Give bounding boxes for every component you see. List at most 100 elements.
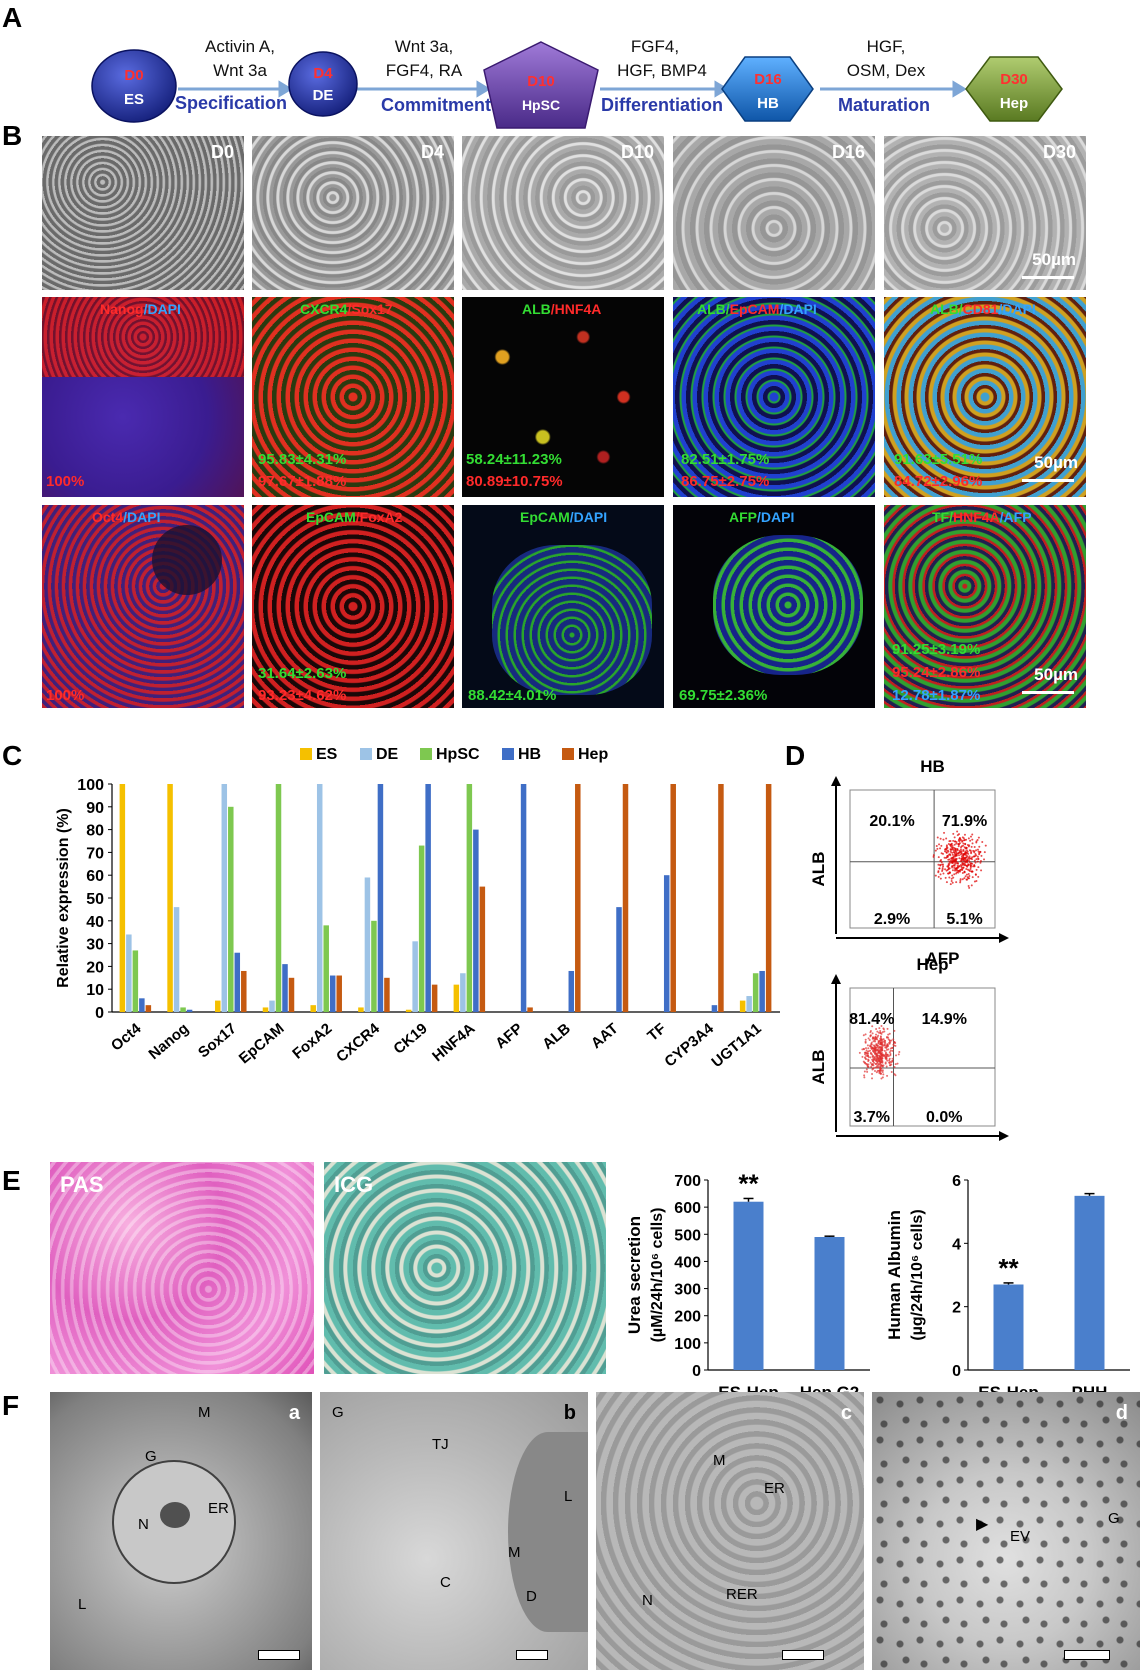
y-axis-label-units: (µg/24h/10⁶ cells) bbox=[909, 1209, 926, 1340]
fluor-alb-hnf4a: ALB/HNF4A 58.24±11.23% 80.89±10.75% bbox=[462, 297, 664, 497]
bar bbox=[126, 934, 132, 1012]
bar bbox=[453, 984, 460, 1012]
stage-name: HpSC bbox=[522, 97, 560, 113]
bar bbox=[527, 1007, 533, 1012]
stage-name: HB bbox=[757, 95, 779, 112]
bar bbox=[460, 973, 466, 1012]
arrow-up-icon bbox=[831, 974, 841, 984]
bar bbox=[670, 784, 676, 1012]
bar bbox=[412, 941, 418, 1012]
x-tick-label: CXCR4 bbox=[333, 1020, 383, 1066]
factors: FGF4, bbox=[631, 37, 679, 56]
x-tick-label: UGT1A1 bbox=[708, 1020, 764, 1071]
bar bbox=[288, 977, 295, 1012]
panel-letter-a: A bbox=[2, 2, 23, 33]
stage-day: D4 bbox=[313, 65, 333, 82]
y-tick-label: 0 bbox=[692, 1363, 701, 1380]
y-axis-label: ALB bbox=[809, 852, 828, 887]
x-tick-label: AAT bbox=[588, 1020, 622, 1052]
legend-label: Hep bbox=[578, 746, 608, 763]
bar bbox=[228, 806, 234, 1012]
y-tick-label: 60 bbox=[86, 868, 104, 885]
bar bbox=[733, 1201, 764, 1370]
scale-bar-label: 50µm bbox=[1032, 250, 1076, 269]
bar bbox=[167, 784, 173, 1012]
x-tick-label: Nanog bbox=[145, 1020, 192, 1063]
bar bbox=[371, 920, 377, 1012]
dot-cloud bbox=[932, 830, 987, 889]
y-tick-label: 90 bbox=[86, 800, 104, 817]
bar bbox=[431, 984, 438, 1012]
bar bbox=[186, 1009, 193, 1012]
y-tick-label: 80 bbox=[86, 823, 104, 840]
factors: HGF, bbox=[867, 37, 906, 56]
bar bbox=[520, 784, 527, 1012]
em-image-d: d ▶ EV G bbox=[872, 1392, 1140, 1670]
legend-label: ES bbox=[316, 746, 338, 763]
phase-image-d10: D10 bbox=[462, 136, 664, 290]
fluor-oct4-dapi: Oct4/DAPI 100% bbox=[42, 505, 244, 708]
bar bbox=[262, 1007, 269, 1012]
bar bbox=[336, 975, 342, 1012]
fluor-afp-dapi: AFP/DAPI 69.75±2.36% bbox=[673, 505, 875, 708]
phase-image-d4: D4 bbox=[252, 136, 454, 290]
y-axis-label-units: (µM/24h/10⁶ cells) bbox=[649, 1208, 666, 1343]
bar bbox=[739, 1000, 746, 1012]
stage-de-shape bbox=[288, 51, 358, 117]
factors: Wnt 3a bbox=[213, 61, 267, 80]
quadrant-ul: 81.4% bbox=[849, 1011, 894, 1028]
stage-name: Hep bbox=[1000, 95, 1028, 112]
quadrant-ur: 71.9% bbox=[942, 813, 987, 830]
x-tick-label: Sox17 bbox=[195, 1020, 240, 1061]
y-tick-label: 500 bbox=[674, 1227, 701, 1244]
dot-cloud bbox=[858, 1024, 901, 1080]
fluor-cxcr4-sox17: CXCR4/Sox17 95.83±4.31% 97.67±1.88% bbox=[252, 297, 454, 497]
quadrant-ul: 20.1% bbox=[869, 813, 914, 830]
flow-plot-area bbox=[849, 987, 996, 1127]
arrow-up-icon bbox=[831, 776, 841, 786]
y-tick-label: 30 bbox=[86, 937, 104, 954]
arrow-right-icon bbox=[999, 1131, 1009, 1141]
factors: OSM, Dex bbox=[847, 61, 926, 80]
pas-stain-image: PAS bbox=[50, 1162, 314, 1374]
bar bbox=[663, 875, 670, 1012]
y-tick-label: 0 bbox=[952, 1363, 961, 1380]
x-axis-label: AFP bbox=[926, 949, 960, 968]
x-tick-label: Oct4 bbox=[108, 1020, 145, 1055]
fluor-alb-cd81-dapi: ALB/CD81/DAPI 91.63±5.51% 84.72±2.96% 50… bbox=[884, 297, 1086, 497]
process-label: Commitment bbox=[381, 95, 491, 115]
y-tick-label: 600 bbox=[674, 1200, 701, 1217]
quadrant-ll: 3.7% bbox=[854, 1109, 890, 1126]
y-tick-label: 100 bbox=[674, 1336, 701, 1353]
bar bbox=[622, 784, 629, 1012]
flow-title: HB bbox=[920, 757, 945, 776]
bar bbox=[752, 973, 759, 1012]
expression-bar-chart: 0 10 20 30 40 50 60 70 80 90 100 Relative expressio… bbox=[55, 746, 780, 1071]
significance-marker: ** bbox=[738, 1168, 759, 1198]
flow-plot-area bbox=[849, 789, 996, 929]
y-axis-label: Human Albumin bbox=[885, 1210, 904, 1340]
x-axis-label: AFP bbox=[926, 1147, 960, 1150]
x-tick-label: HNF4A bbox=[429, 1020, 478, 1065]
y-axis-label: Relative expression (%) bbox=[55, 808, 72, 988]
bar bbox=[316, 784, 323, 1012]
factors: Activin A, bbox=[205, 37, 275, 56]
urea-secretion-chart: 0 100 200 300 400 500 600 700 Urea secretion (µM/… bbox=[625, 1168, 870, 1400]
panel-letter-f: F bbox=[2, 1390, 20, 1421]
bar bbox=[323, 925, 329, 1012]
x-tick-label: CYP3A4 bbox=[661, 1020, 717, 1071]
legend-swatch bbox=[360, 748, 372, 760]
icg-stain-image: ICG bbox=[324, 1162, 606, 1374]
bar bbox=[711, 1005, 718, 1012]
x-tick-label: EpCAM bbox=[236, 1020, 288, 1067]
flow-cytometry-plots: HB ALB AFP 20.1% 71.9% 2.9% 5.1% Hep ALB AFP 81.4%… bbox=[809, 757, 1009, 1150]
x-tick-label: FoxA2 bbox=[289, 1020, 335, 1062]
bar bbox=[132, 950, 139, 1012]
stage-day: D16 bbox=[754, 71, 782, 88]
bar bbox=[746, 996, 752, 1012]
arrow-right-icon bbox=[999, 933, 1009, 943]
stage-day: D0 bbox=[124, 67, 143, 84]
x-tick-label: CK19 bbox=[390, 1020, 430, 1058]
stage-hep-shape bbox=[965, 56, 1063, 122]
